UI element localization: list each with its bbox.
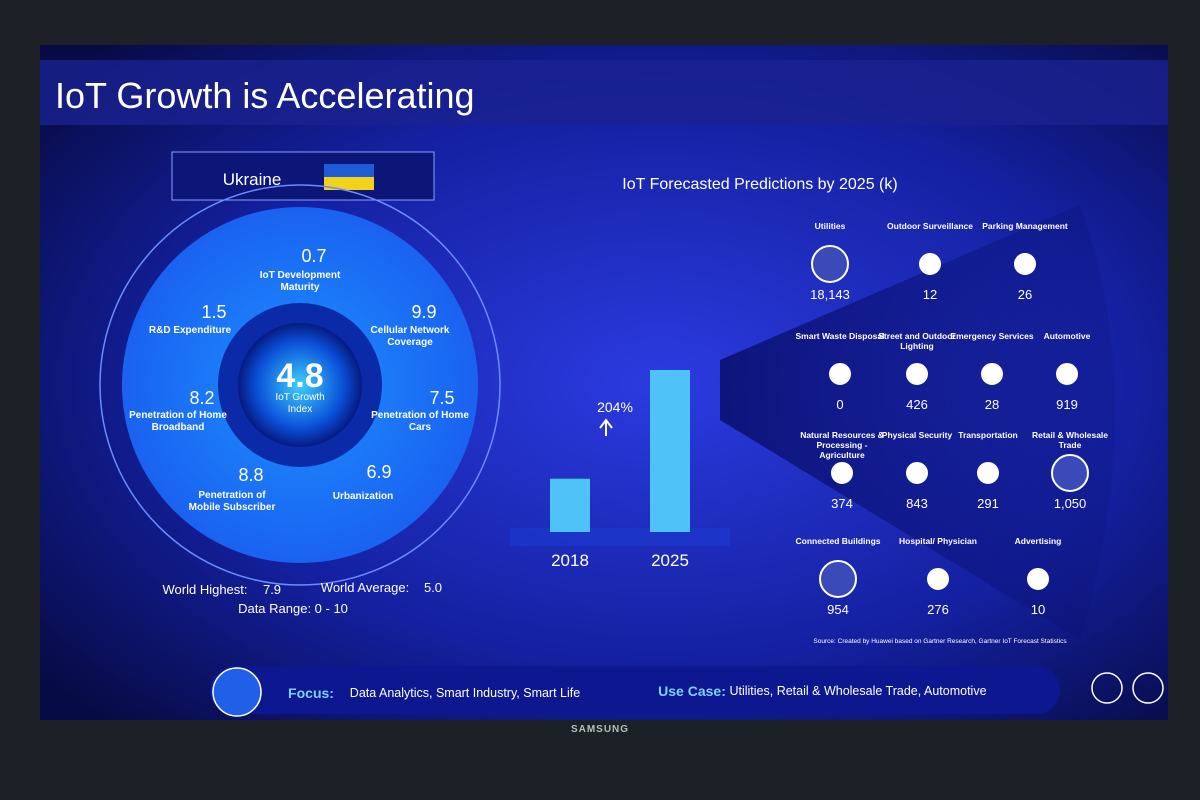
sector-icon bbox=[1014, 253, 1036, 275]
index-label: IoT Growth Index bbox=[275, 392, 325, 415]
sector-icon bbox=[981, 363, 1003, 385]
outer-ring bbox=[99, 184, 501, 586]
sector-panel bbox=[720, 205, 1115, 640]
metric-label: R&D Expenditure bbox=[148, 325, 232, 336]
sector-value: 18,143 bbox=[810, 287, 850, 302]
sector-value: 12 bbox=[922, 287, 938, 302]
core bbox=[238, 323, 362, 447]
sector-icon bbox=[819, 560, 857, 598]
sector-value: 26 bbox=[1017, 287, 1033, 302]
flag-top bbox=[324, 164, 374, 177]
sector-name: Utilities bbox=[814, 221, 846, 231]
metric-value: 6.9 bbox=[366, 462, 392, 482]
sector-value: 374 bbox=[831, 496, 853, 511]
sector-name: Street and Outdoor Lighting bbox=[878, 331, 956, 351]
page-title: IoT Growth is Accelerating bbox=[55, 75, 475, 116]
sector-icon bbox=[1051, 454, 1089, 492]
x-tick-label: 2018 bbox=[551, 551, 589, 570]
sector-icon bbox=[1056, 363, 1078, 385]
country-box bbox=[171, 151, 435, 201]
home-button[interactable] bbox=[1091, 672, 1123, 704]
brand-logo: SAMSUNG bbox=[570, 724, 630, 735]
sector-icon bbox=[927, 568, 949, 590]
sector-value: 0 bbox=[836, 397, 844, 412]
metric-value: 8.8 bbox=[238, 465, 264, 485]
sector-value: 276 bbox=[927, 602, 949, 617]
index-value: 4.8 bbox=[276, 357, 324, 395]
sector-value: 954 bbox=[827, 602, 849, 617]
stat-label: World Highest: bbox=[162, 582, 248, 597]
sector-name: Advertising bbox=[1014, 536, 1062, 546]
stat-label: World Average: bbox=[320, 580, 410, 595]
source-note: Source: Created by Huawei based on Gartn… bbox=[813, 638, 1067, 645]
metric-label: Penetration of Home Broadband bbox=[129, 410, 227, 433]
sector-name: Hospital/ Physician bbox=[899, 536, 977, 546]
chart-title: IoT Forecasted Predictions by 2025 (k) bbox=[622, 176, 898, 193]
sector-name: Transportation bbox=[958, 430, 1018, 440]
footer-bar bbox=[210, 666, 1060, 714]
sector-value: 1,050 bbox=[1053, 496, 1087, 511]
sector-icon bbox=[906, 363, 928, 385]
sector-name: Automotive bbox=[1043, 331, 1091, 341]
sector-icon bbox=[811, 245, 849, 283]
metric-value: 7.5 bbox=[429, 388, 455, 408]
metric-value: 1.5 bbox=[201, 302, 227, 322]
metric-label: Cellular Network Coverage bbox=[370, 325, 450, 348]
focus-label: Focus: bbox=[288, 685, 334, 701]
country-name: Ukraine bbox=[222, 170, 282, 189]
stat-value: 5.0 bbox=[423, 580, 443, 595]
metric-label: Penetration of Home Cars bbox=[371, 410, 469, 433]
bar bbox=[650, 370, 690, 532]
stat-value: 7.9 bbox=[262, 582, 282, 597]
sector-value: 919 bbox=[1056, 397, 1078, 412]
sector-icon bbox=[919, 253, 941, 275]
sector-icon bbox=[829, 363, 851, 385]
metric-label: Urbanization bbox=[332, 491, 394, 502]
use-case-text: Utilities, Retail & Wholesale Trade, Aut… bbox=[729, 684, 987, 698]
sector-name: Smart Waste Disposal bbox=[795, 331, 885, 341]
sector-value: 28 bbox=[984, 397, 1000, 412]
sector-name: Connected Buildings bbox=[795, 536, 881, 546]
sector-icon bbox=[977, 462, 999, 484]
sector-value: 10 bbox=[1030, 602, 1046, 617]
focus-text: Data Analytics, Smart Industry, Smart Li… bbox=[349, 686, 581, 700]
sector-name: Retail & Wholesale Trade bbox=[1031, 430, 1109, 450]
sector-value: 426 bbox=[906, 397, 928, 412]
sector-icon bbox=[906, 462, 928, 484]
sector-icon bbox=[831, 462, 853, 484]
metric-label: Penetration of Mobile Subscriber bbox=[188, 490, 276, 513]
sector-value: 291 bbox=[977, 496, 999, 511]
metric-label: IoT Development Maturity bbox=[259, 270, 341, 293]
sector-value: 843 bbox=[906, 496, 928, 511]
metric-value: 9.9 bbox=[411, 302, 437, 322]
bar bbox=[550, 478, 590, 532]
metric-value: 0.7 bbox=[301, 246, 327, 266]
growth-arrow bbox=[599, 418, 613, 436]
chat-icon[interactable] bbox=[212, 667, 262, 717]
sector-name: Parking Management bbox=[982, 221, 1068, 231]
x-tick-label: 2025 bbox=[651, 551, 689, 570]
sector-name: Emergency Services bbox=[950, 331, 1034, 341]
growth-label: 204% bbox=[597, 399, 633, 415]
chart-floor bbox=[510, 528, 730, 546]
title-bar bbox=[40, 60, 1168, 125]
sector-icon bbox=[1027, 568, 1049, 590]
use-case-label: Use Case: bbox=[658, 683, 726, 699]
flag-bottom bbox=[324, 177, 374, 190]
data-range: Data Range: 0 - 10 bbox=[238, 601, 348, 616]
sector-name: Outdoor Surveillance bbox=[887, 221, 973, 231]
sector-name: Natural Resources & Processing - Agricul… bbox=[800, 430, 884, 460]
sector-name: Physical Security bbox=[881, 430, 953, 440]
back-button[interactable] bbox=[1132, 672, 1164, 704]
metric-value: 8.2 bbox=[189, 388, 215, 408]
